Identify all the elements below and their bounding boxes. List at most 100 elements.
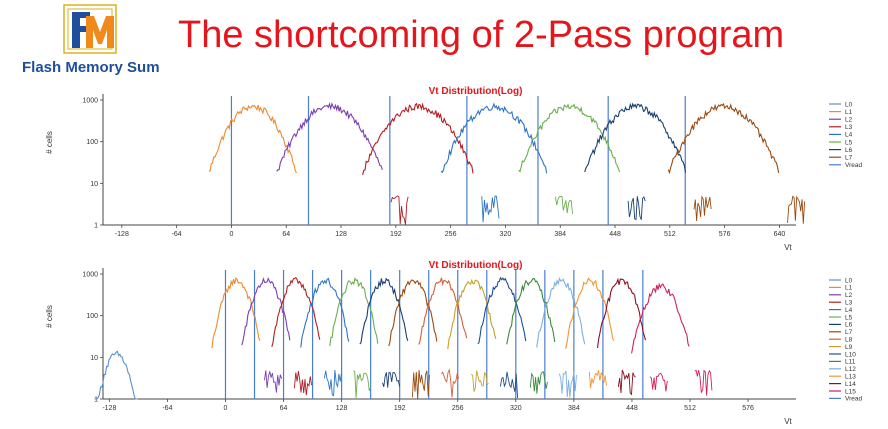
series-l11-line — [506, 278, 556, 345]
x-tick-label: 192 — [394, 405, 406, 412]
legend-entry: L3 — [845, 124, 853, 131]
x-tick-label: 64 — [282, 231, 290, 238]
x-tick-label: 320 — [510, 405, 522, 412]
legend-entry: L12 — [845, 366, 856, 373]
series-l13-tail — [617, 369, 636, 396]
series-l2-tail — [293, 371, 313, 396]
x-tick-label: 0 — [224, 405, 228, 412]
series-l10-line — [477, 276, 527, 345]
series-l7-line — [667, 102, 780, 175]
legend-entry: L15 — [845, 388, 856, 395]
x-tick-label: 256 — [445, 231, 457, 238]
legend-entry: L0 — [845, 277, 853, 284]
y-tick-label: 10 — [90, 181, 98, 188]
series-l3-tail — [481, 195, 500, 223]
legend-entry: L2 — [845, 117, 853, 124]
x-tick-label: 448 — [609, 231, 621, 238]
series-l7-tail — [787, 195, 806, 224]
series-l14-tail — [649, 372, 668, 392]
x-tick-label: -64 — [172, 231, 182, 238]
series-l4-tail — [554, 195, 573, 214]
series-l9-line — [447, 278, 497, 349]
x-tick-label: 0 — [229, 231, 233, 238]
y-tick-label: 1000 — [82, 98, 98, 105]
x-tick-label: 576 — [742, 405, 754, 412]
y-axis-label: # cells — [45, 305, 54, 328]
x-tick-label: 448 — [626, 405, 638, 412]
series-l12-tail — [588, 370, 607, 389]
logo-text: Flash Memory Summit — [22, 59, 160, 76]
series-l2-tail — [390, 195, 409, 225]
legend-entry: L6 — [845, 322, 853, 329]
legend-entry: L5 — [845, 314, 853, 321]
x-tick-label: 512 — [664, 231, 676, 238]
x-tick-label: 128 — [336, 405, 348, 412]
series-l14-line — [596, 277, 647, 348]
series-l8-line — [418, 277, 468, 345]
y-tick-label: 100 — [86, 313, 98, 320]
series-l3-line — [271, 276, 321, 347]
x-tick-label: 384 — [554, 231, 566, 238]
legend-entry: L14 — [845, 381, 856, 388]
series-l10-tail — [529, 371, 548, 394]
legend-entry: L4 — [845, 307, 853, 314]
series-l9-tail — [499, 371, 519, 399]
x-tick-label: 384 — [568, 405, 580, 412]
y-tick-label: 100 — [86, 139, 98, 146]
series-l3-line — [362, 102, 474, 176]
series-l12-line — [536, 277, 586, 348]
x-axis-label: Vt — [784, 243, 792, 252]
x-tick-label: 192 — [390, 231, 402, 238]
legend-entry: L4 — [845, 132, 853, 139]
series-l8-tail — [471, 370, 489, 392]
legend-entry: L5 — [845, 139, 853, 146]
series-l15-line — [631, 282, 690, 354]
series-l3-tail — [323, 369, 342, 397]
series-l15-tail — [694, 369, 713, 396]
series-l5-tail — [381, 371, 401, 388]
series-l2-line — [241, 277, 291, 346]
x-tick-label: 640 — [774, 231, 786, 238]
series-l6-tail — [411, 369, 430, 399]
legend-entry: L8 — [845, 337, 853, 344]
logo-mark — [63, 4, 117, 54]
x-tick-label: -64 — [162, 405, 172, 412]
series-l1-line — [211, 277, 261, 349]
legend-entry: Vread — [845, 396, 862, 403]
series-l11-tail — [558, 370, 577, 398]
legend-entry: L3 — [845, 300, 853, 307]
x-tick-label: 576 — [719, 231, 731, 238]
series-l4-line — [300, 277, 350, 348]
legend-entry: L1 — [845, 285, 853, 292]
flash-memory-summit-logo: Flash Memory Summit — [22, 4, 160, 76]
series-l5-line — [329, 277, 379, 347]
x-tick-label: 256 — [452, 405, 464, 412]
y-axis-label: # cells — [45, 131, 54, 154]
legend-entry: L11 — [845, 359, 856, 366]
x-tick-label: 320 — [500, 231, 512, 238]
chart-svg: Vt Distribution(Log) -128 -64 0 64 128 192 256 3… — [45, 86, 862, 252]
series-l6-line — [359, 277, 409, 345]
legend-entry: L9 — [845, 344, 853, 351]
x-axis-label: Vt — [784, 417, 792, 426]
series-l7-line — [388, 279, 438, 347]
y-tick-label: 1000 — [82, 272, 98, 279]
series-l4-line — [440, 102, 548, 174]
chart-title: Vt Distribution(Log) — [429, 260, 523, 271]
series-l13-line — [565, 277, 615, 349]
legend-entry: L1 — [845, 109, 853, 116]
series-l5-tail — [627, 195, 646, 221]
x-tick-label: 64 — [280, 405, 288, 412]
x-tick-label: 128 — [335, 231, 347, 238]
series-l5-line — [518, 103, 621, 173]
series-l7-tail — [441, 368, 460, 398]
x-tick-label: 512 — [684, 405, 696, 412]
series-l0-line — [94, 350, 138, 400]
legend-entry: Vread — [845, 162, 862, 169]
legend-entry: L10 — [845, 351, 856, 358]
slide-title: The shortcoming of 2-Pass program — [178, 14, 785, 56]
series-l1-line — [208, 104, 297, 174]
y-tick-label: 1 — [94, 397, 98, 404]
vt-distribution-chart-8-level: Vt Distribution(Log) -128 -64 0 64 128 192 256 3… — [0, 82, 888, 254]
y-tick-label: 1 — [94, 223, 98, 230]
